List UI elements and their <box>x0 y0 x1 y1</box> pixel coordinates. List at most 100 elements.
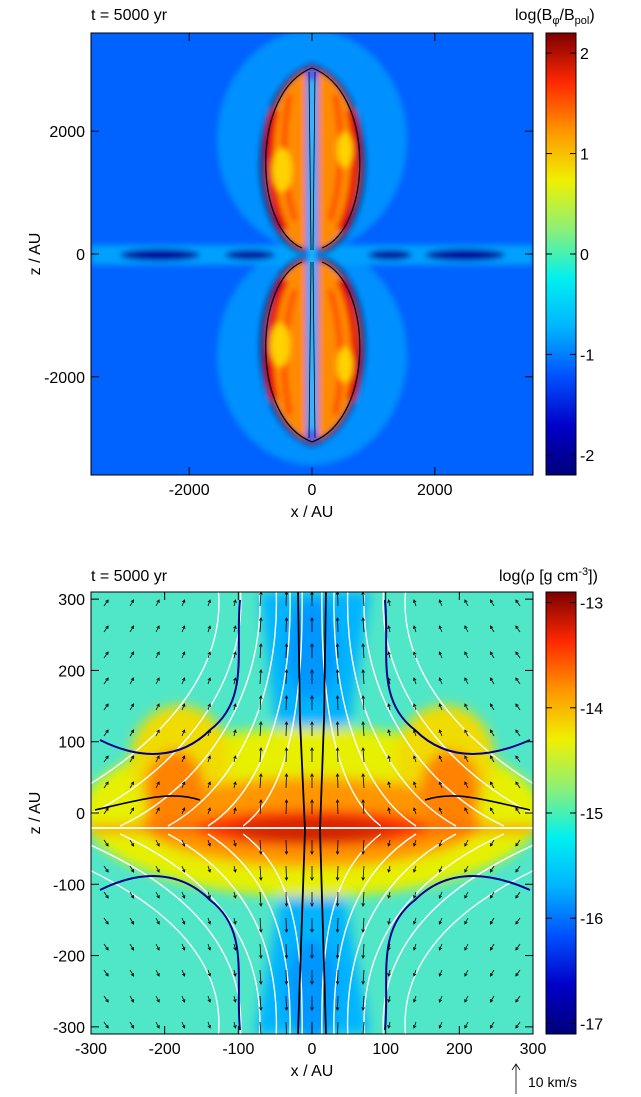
top-time-label: t = 5000 yr <box>91 7 168 24</box>
velocity-arrowhead <box>310 747 314 751</box>
velocity-arrow <box>155 839 160 847</box>
velocity-arrow <box>490 839 495 847</box>
velocity-arrowhead <box>233 703 237 708</box>
velocity-arrowhead <box>515 868 519 873</box>
velocity-arrow <box>181 781 185 789</box>
velocity-arrowhead <box>233 946 237 951</box>
velocity-arrow <box>490 865 495 873</box>
velocity-arrow <box>155 625 160 633</box>
velocity-arrowhead <box>335 773 340 777</box>
velocity-arrowhead <box>361 955 365 959</box>
field-line <box>333 592 417 827</box>
velocity-arrowhead <box>130 755 135 760</box>
velocity-arrowhead <box>387 842 391 847</box>
velocity-arrow <box>181 995 185 1003</box>
velocity-arrow <box>413 703 417 711</box>
velocity-arrowhead <box>233 1024 237 1029</box>
velocity-arrow <box>362 592 365 607</box>
velocity-arrowhead <box>105 868 109 873</box>
velocity-arrow <box>285 721 287 737</box>
velocity-arrowhead <box>387 677 391 682</box>
velocity-arrow <box>285 799 287 815</box>
velocity-arrow <box>207 943 211 951</box>
velocity-arrow <box>129 865 134 873</box>
velocity-arrow <box>337 695 339 711</box>
bottom-x-tick-label: 0 <box>308 1041 317 1058</box>
velocity-arrowhead <box>515 807 519 812</box>
velocity-arrowhead <box>105 651 109 656</box>
velocity-arrow <box>129 703 134 711</box>
bottom-x-tick-label: 300 <box>520 1041 547 1058</box>
velocity-arrow <box>207 703 211 711</box>
velocity-arrow <box>259 669 262 685</box>
velocity-arrowhead <box>335 669 340 673</box>
top-colorbar-tick-label: 1 <box>580 147 589 164</box>
velocity-arrow <box>490 677 495 685</box>
velocity-arrowhead <box>284 851 289 855</box>
velocity-arrow <box>129 807 134 815</box>
velocity-arrowhead <box>207 946 211 951</box>
velocity-arrow <box>181 839 185 847</box>
velocity-arrowhead <box>310 851 314 855</box>
top-y-ticks: -2000 0 2000 <box>44 124 533 387</box>
velocity-arrowhead <box>284 747 289 751</box>
velocity-arrowhead <box>515 998 519 1003</box>
velocity-arrow <box>155 943 160 951</box>
velocity-arrowhead <box>335 1007 340 1011</box>
velocity-arrow <box>285 695 287 711</box>
velocity-arrow <box>490 969 495 977</box>
top-colorbar-tick-label: -1 <box>580 347 594 364</box>
velocity-arrowhead <box>207 972 211 977</box>
velocity-arrow <box>285 917 287 933</box>
velocity-arrowhead <box>130 868 135 873</box>
velocity-arrowhead <box>361 617 365 621</box>
velocity-arrowhead <box>413 703 417 708</box>
velocity-arrowhead <box>259 592 263 595</box>
velocity-arrowhead <box>207 894 211 899</box>
velocity-arrowhead <box>489 946 494 951</box>
bottom-y-tick-label: -100 <box>53 877 85 894</box>
velocity-arrowhead <box>464 729 468 734</box>
velocity-arrow <box>464 891 469 899</box>
velocity-arrow <box>388 677 391 685</box>
bottom-y-axis-label: z / AU <box>27 792 44 835</box>
velocity-arrowhead <box>310 903 314 907</box>
velocity-arrowhead <box>464 920 468 925</box>
velocity-arrowhead <box>181 842 186 847</box>
velocity-arrow <box>259 617 262 633</box>
velocity-arrowhead <box>105 755 109 760</box>
velocity-arrow <box>413 1021 417 1029</box>
velocity-arrowhead <box>130 807 135 812</box>
velocity-arrow <box>362 617 365 633</box>
velocity-arrow <box>129 599 134 607</box>
velocity-arrowhead <box>105 625 109 630</box>
velocity-arrowhead <box>284 981 289 985</box>
velocity-arrow <box>259 747 262 763</box>
velocity-arrowhead <box>207 807 211 812</box>
velocity-arrow <box>285 773 287 789</box>
velocity-arrowhead <box>438 894 443 899</box>
velocity-arrowhead <box>438 920 443 925</box>
velocity-arrowhead <box>515 1024 519 1029</box>
velocity-arrow <box>515 865 521 873</box>
velocity-arrow <box>464 1021 469 1029</box>
velocity-arrowhead <box>259 955 263 959</box>
velocity-arrowhead <box>156 755 160 760</box>
velocity-arrowhead <box>489 755 494 760</box>
velocity-arrowhead <box>387 729 391 734</box>
velocity-arrow <box>362 747 365 763</box>
velocity-arrowhead <box>130 894 135 899</box>
velocity-arrowhead <box>335 643 340 647</box>
velocity-arrowhead <box>156 807 160 812</box>
velocity-arrow <box>413 755 417 763</box>
velocity-arrow <box>129 625 134 633</box>
velocity-arrowhead <box>335 877 340 881</box>
velocity-arrowhead <box>515 842 519 847</box>
velocity-arrow <box>259 943 262 959</box>
velocity-arrow <box>362 943 365 959</box>
velocity-arrowhead <box>105 807 109 812</box>
velocity-arrow <box>233 729 236 737</box>
velocity-arrowhead <box>284 721 289 725</box>
velocity-arrowhead <box>156 599 160 604</box>
velocity-arrowhead <box>284 903 289 907</box>
